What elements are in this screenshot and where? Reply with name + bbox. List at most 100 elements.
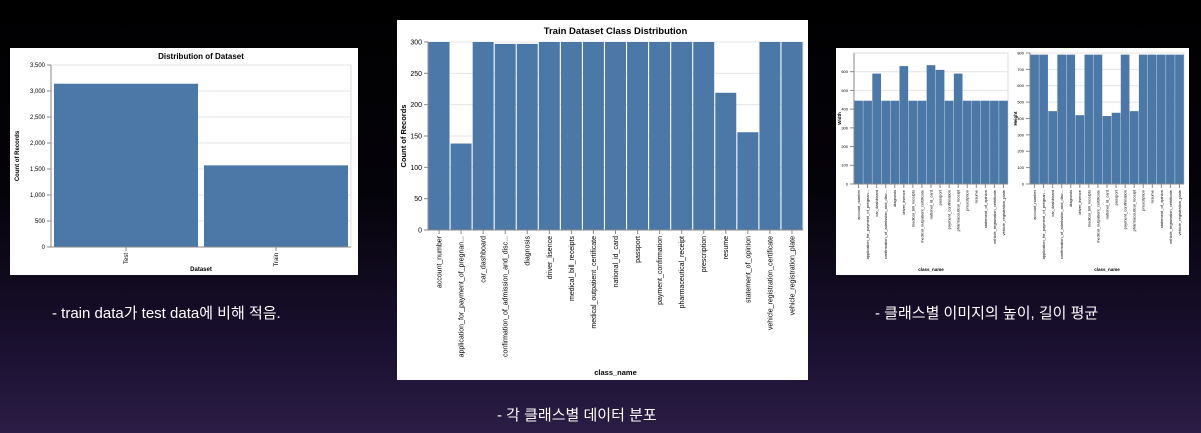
dataset-chart-bar xyxy=(204,165,348,247)
class-chart-ytick-label: 200 xyxy=(410,102,422,109)
class-chart-bar xyxy=(671,42,693,230)
class-chart-bar xyxy=(582,42,604,230)
class-chart-ytick-label: 300 xyxy=(410,39,422,46)
width-chart-ytick-label: 0 xyxy=(846,181,849,186)
width-chart-bar xyxy=(881,100,891,184)
width-chart-bar xyxy=(981,100,990,184)
height-chart-bar xyxy=(1048,111,1057,184)
class-chart-ytick-label: 50 xyxy=(414,196,422,203)
width-chart-bar xyxy=(899,66,909,184)
width-chart-ytick-label: 400 xyxy=(841,107,848,112)
width-chart-y-label: Width xyxy=(837,112,842,125)
class-chart-xtick-label: passport xyxy=(635,236,642,263)
class-chart-xtick-label: confirmation_of_admission_and_disc... xyxy=(503,236,510,357)
class-chart-bar xyxy=(428,42,450,230)
width-chart-ytick-label: 200 xyxy=(841,144,848,149)
width-chart-xtick-label: diagnosis xyxy=(892,190,897,207)
class-chart-bar xyxy=(627,42,649,230)
height-chart-xtick-label: passport xyxy=(1113,189,1118,205)
height-chart-ytick-label: 500 xyxy=(1017,100,1024,105)
chart-dataset-distribution: 0 500 1,000 1,500 2,000 2,500 3,000 3,500 Test Tr… xyxy=(15,52,352,273)
height-chart-ytick-label: 700 xyxy=(1017,67,1024,72)
dataset-chart-xtick-label: Test xyxy=(124,253,130,264)
width-chart-bar xyxy=(953,73,963,184)
width-chart-ytick-label: 600 xyxy=(841,69,848,74)
height-chart-bar xyxy=(1039,54,1048,185)
width-chart-xtick-label: payment_confirmation xyxy=(947,190,952,229)
class-chart-xtick-label: diagnosis xyxy=(525,236,532,266)
class-chart-xtick-label: medical_outpatient_certificate xyxy=(591,236,598,329)
caption-center: - 각 클래스별 데이터 분포 xyxy=(497,407,657,424)
dataset-chart-ytick-label: 3,000 xyxy=(30,89,46,95)
class-chart-bar xyxy=(693,42,715,230)
width-chart-xtick-label: vehicle_registration_certificate xyxy=(992,189,997,244)
width-chart-xtick-label: prescription xyxy=(965,190,970,211)
width-chart-bar xyxy=(999,100,1008,184)
height-chart-xtick-label: pharmaceutical_receipt xyxy=(1132,189,1137,231)
class-chart-xtick-label: resume xyxy=(723,236,730,259)
caption-right: - 클래스별 이미지의 높이, 길이 평균 xyxy=(875,305,1099,322)
class-chart-xtick-label: prescription xyxy=(701,236,708,272)
dataset-chart-title: Distribution of Dataset xyxy=(158,52,244,61)
dataset-chart-ytick-label: 2,500 xyxy=(30,115,46,121)
class-chart-ytick-label: 150 xyxy=(410,133,422,140)
width-chart-bar xyxy=(854,100,863,184)
width-chart-x-label: class_name xyxy=(918,267,944,272)
width-chart-ytick-label: 300 xyxy=(841,125,848,130)
height-chart-xtick-label: car_dashboard xyxy=(1050,190,1055,217)
class-chart-bar xyxy=(605,42,626,230)
width-chart-bar xyxy=(926,65,936,184)
height-chart-xtick-label: vehicle_registration_certificate xyxy=(1168,189,1173,244)
width-chart-bar xyxy=(962,100,972,184)
width-chart-xtick-label: car_dashboard xyxy=(874,190,879,217)
width-chart-ytick-label: 100 xyxy=(841,163,848,168)
width-chart-xtick-label: application_for_payment_of_pregnan... xyxy=(865,190,870,259)
class-chart-xtick-label: account_number xyxy=(436,235,443,288)
height-chart-xtick-label: account_number xyxy=(1032,189,1037,219)
height-chart-bar xyxy=(1129,111,1139,184)
height-chart-xtick-label: prescription xyxy=(1141,190,1146,211)
width-chart-bar xyxy=(944,100,954,184)
height-chart-bar xyxy=(1057,54,1067,185)
height-chart-xtick-label: statement_of_opinion xyxy=(1159,190,1164,228)
class-chart-bar xyxy=(715,92,737,230)
class-chart-bar xyxy=(516,43,538,230)
width-chart-bar xyxy=(890,100,900,184)
height-chart-xtick-label: application_for_payment_of_pregnan... xyxy=(1041,190,1046,259)
width-chart-bar xyxy=(990,100,999,184)
class-chart-bar xyxy=(472,42,494,230)
height-chart-ytick-label: 100 xyxy=(1017,165,1024,170)
class-chart-xtick-label: vehicle_registration_plate xyxy=(789,236,796,315)
width-chart-xtick-label: confirmation_of_admission_and_disc... xyxy=(883,190,888,259)
class-chart-ytick-label: 100 xyxy=(410,165,422,172)
height-chart-bar xyxy=(1120,54,1130,185)
height-chart-bar xyxy=(1166,54,1175,185)
class-chart-xtick-label: national_id_card xyxy=(613,236,620,287)
height-chart-bar xyxy=(1111,112,1121,184)
class-chart-bar xyxy=(781,42,803,230)
height-chart-ytick-label: 600 xyxy=(1017,83,1024,88)
dataset-chart-ytick-label: 1,500 xyxy=(30,167,46,173)
height-chart-xtick-label: resume xyxy=(1150,189,1155,203)
dataset-chart-ytick-label: 2,000 xyxy=(30,141,46,147)
chart-image-size-averages: 0 100 200 300 400 500 600 account_number applica… xyxy=(837,50,1185,272)
class-chart-bar xyxy=(560,42,582,230)
width-chart-ytick-label: 500 xyxy=(841,88,848,93)
width-chart-xtick-label: resume xyxy=(974,189,979,203)
width-chart-xtick-label: medical_outpatient_certificate xyxy=(919,189,924,243)
class-chart-xtick-label: medical_bill_receipts xyxy=(569,236,576,301)
width-chart-bar xyxy=(917,100,927,184)
class-chart-x-label: class_name xyxy=(594,368,637,377)
class-chart-bar xyxy=(494,43,516,230)
width-chart-xtick-label: vehicle_registration_plate xyxy=(1001,189,1006,235)
dataset-chart-y-label: Count of Records xyxy=(15,130,21,181)
class-chart-xtick-label: application_for_payment_of_pregnan... xyxy=(459,236,466,357)
width-chart-xtick-label: statement_of_opinion xyxy=(983,190,988,228)
height-chart-xtick-label: medical_outpatient_certificate xyxy=(1095,189,1100,243)
width-chart-bar xyxy=(872,73,881,184)
height-chart-xtick-label: vehicle_registration_plate xyxy=(1177,189,1182,235)
width-chart-xtick-label: account_number xyxy=(856,189,861,219)
class-chart-xtick-label: payment_confirmation xyxy=(657,236,664,305)
height-chart-bar xyxy=(1075,115,1085,184)
height-chart-bar xyxy=(1175,54,1184,185)
